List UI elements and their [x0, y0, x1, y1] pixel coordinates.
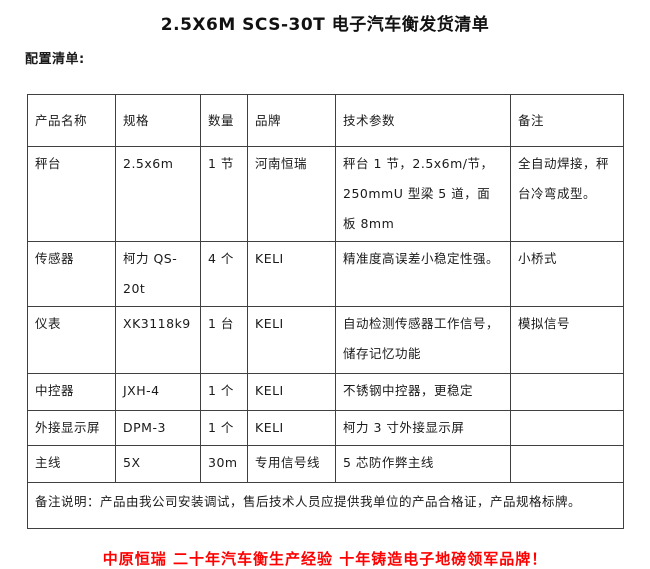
cell-product: 外接显示屏 [27, 410, 116, 446]
cell-spec: 5X [115, 445, 201, 483]
column-header-product: 产品名称 [27, 94, 116, 147]
cell-product: 中控器 [27, 373, 116, 411]
cell-remark [510, 373, 624, 411]
cell-spec: 2.5x6m [115, 146, 201, 242]
cell-brand: KELI [247, 241, 336, 307]
column-header-brand: 品牌 [247, 94, 336, 147]
cell-tech: 不锈钢中控器，更稳定 [335, 373, 511, 411]
cell-spec: DPM-3 [115, 410, 201, 446]
column-header-qty: 数量 [200, 94, 248, 147]
cell-remark: 小桥式 [510, 241, 624, 307]
config-list-label: 配置清单: [25, 52, 85, 67]
cell-tech: 柯力 3 寸外接显示屏 [335, 410, 511, 446]
cell-tech: 精准度高误差小稳定性强。 [335, 241, 511, 307]
cell-spec: JXH-4 [115, 373, 201, 411]
cell-qty: 1 个 [200, 410, 248, 446]
table-note-row: 备注说明：产品由我公司安装调试，售后技术人员应提供我单位的产品合格证，产品规格标… [27, 482, 624, 529]
table-row-scale-platform: 秤台 2.5x6m 1 节 河南恒瑞 秤台 1 节，2.5x6m/节，250mm… [27, 146, 624, 242]
footer-slogan: 中原恒瑞 二十年汽车衡生产经验 十年铸造电子地磅领军品牌！ [102, 550, 548, 568]
table-row-indicator: 仪表 XK3118k9 1 台 KELI 自动检测传感器工作信号，储存记忆功能 … [27, 306, 624, 374]
table-row-external-display: 外接显示屏 DPM-3 1 个 KELI 柯力 3 寸外接显示屏 [27, 410, 624, 446]
cell-product: 秤台 [27, 146, 116, 242]
column-header-remark: 备注 [510, 94, 624, 147]
cell-tech: 自动检测传感器工作信号，储存记忆功能 [335, 306, 511, 374]
table-row-junction-box: 中控器 JXH-4 1 个 KELI 不锈钢中控器，更稳定 [27, 373, 624, 411]
cell-qty: 1 个 [200, 373, 248, 411]
cell-qty: 4 个 [200, 241, 248, 307]
cell-brand: 河南恒瑞 [247, 146, 336, 242]
cell-remark [510, 410, 624, 446]
cell-remark: 模拟信号 [510, 306, 624, 374]
config-table: 产品名称 规格 数量 品牌 技术参数 备注 秤台 2.5x6m 1 节 河南恒瑞… [27, 94, 624, 529]
cell-spec: 柯力 QS-20t [115, 241, 201, 307]
cell-tech: 5 芯防作弊主线 [335, 445, 511, 483]
cell-brand: KELI [247, 410, 336, 446]
table-header-row: 产品名称 规格 数量 品牌 技术参数 备注 [27, 94, 624, 147]
column-header-tech: 技术参数 [335, 94, 511, 147]
cell-brand: 专用信号线 [247, 445, 336, 483]
page-title: 2.5X6M SCS-30T 电子汽车衡发货清单 [160, 15, 490, 35]
cell-remark [510, 445, 624, 483]
cell-product: 传感器 [27, 241, 116, 307]
table-row-sensor: 传感器 柯力 QS-20t 4 个 KELI 精准度高误差小稳定性强。 小桥式 [27, 241, 624, 307]
cell-qty: 1 台 [200, 306, 248, 374]
cell-brand: KELI [247, 306, 336, 374]
cell-qty: 1 节 [200, 146, 248, 242]
cell-product: 主线 [27, 445, 116, 483]
cell-product: 仪表 [27, 306, 116, 374]
cell-remark: 全自动焊接，秤台冷弯成型。 [510, 146, 624, 242]
table-row-main-cable: 主线 5X 30m 专用信号线 5 芯防作弊主线 [27, 445, 624, 483]
cell-spec: XK3118k9 [115, 306, 201, 374]
cell-qty: 30m [200, 445, 248, 483]
column-header-spec: 规格 [115, 94, 201, 147]
cell-tech: 秤台 1 节，2.5x6m/节，250mmU 型梁 5 道，面板 8mm [335, 146, 511, 242]
cell-brand: KELI [247, 373, 336, 411]
note-text: 备注说明：产品由我公司安装调试，售后技术人员应提供我单位的产品合格证，产品规格标… [27, 482, 624, 529]
